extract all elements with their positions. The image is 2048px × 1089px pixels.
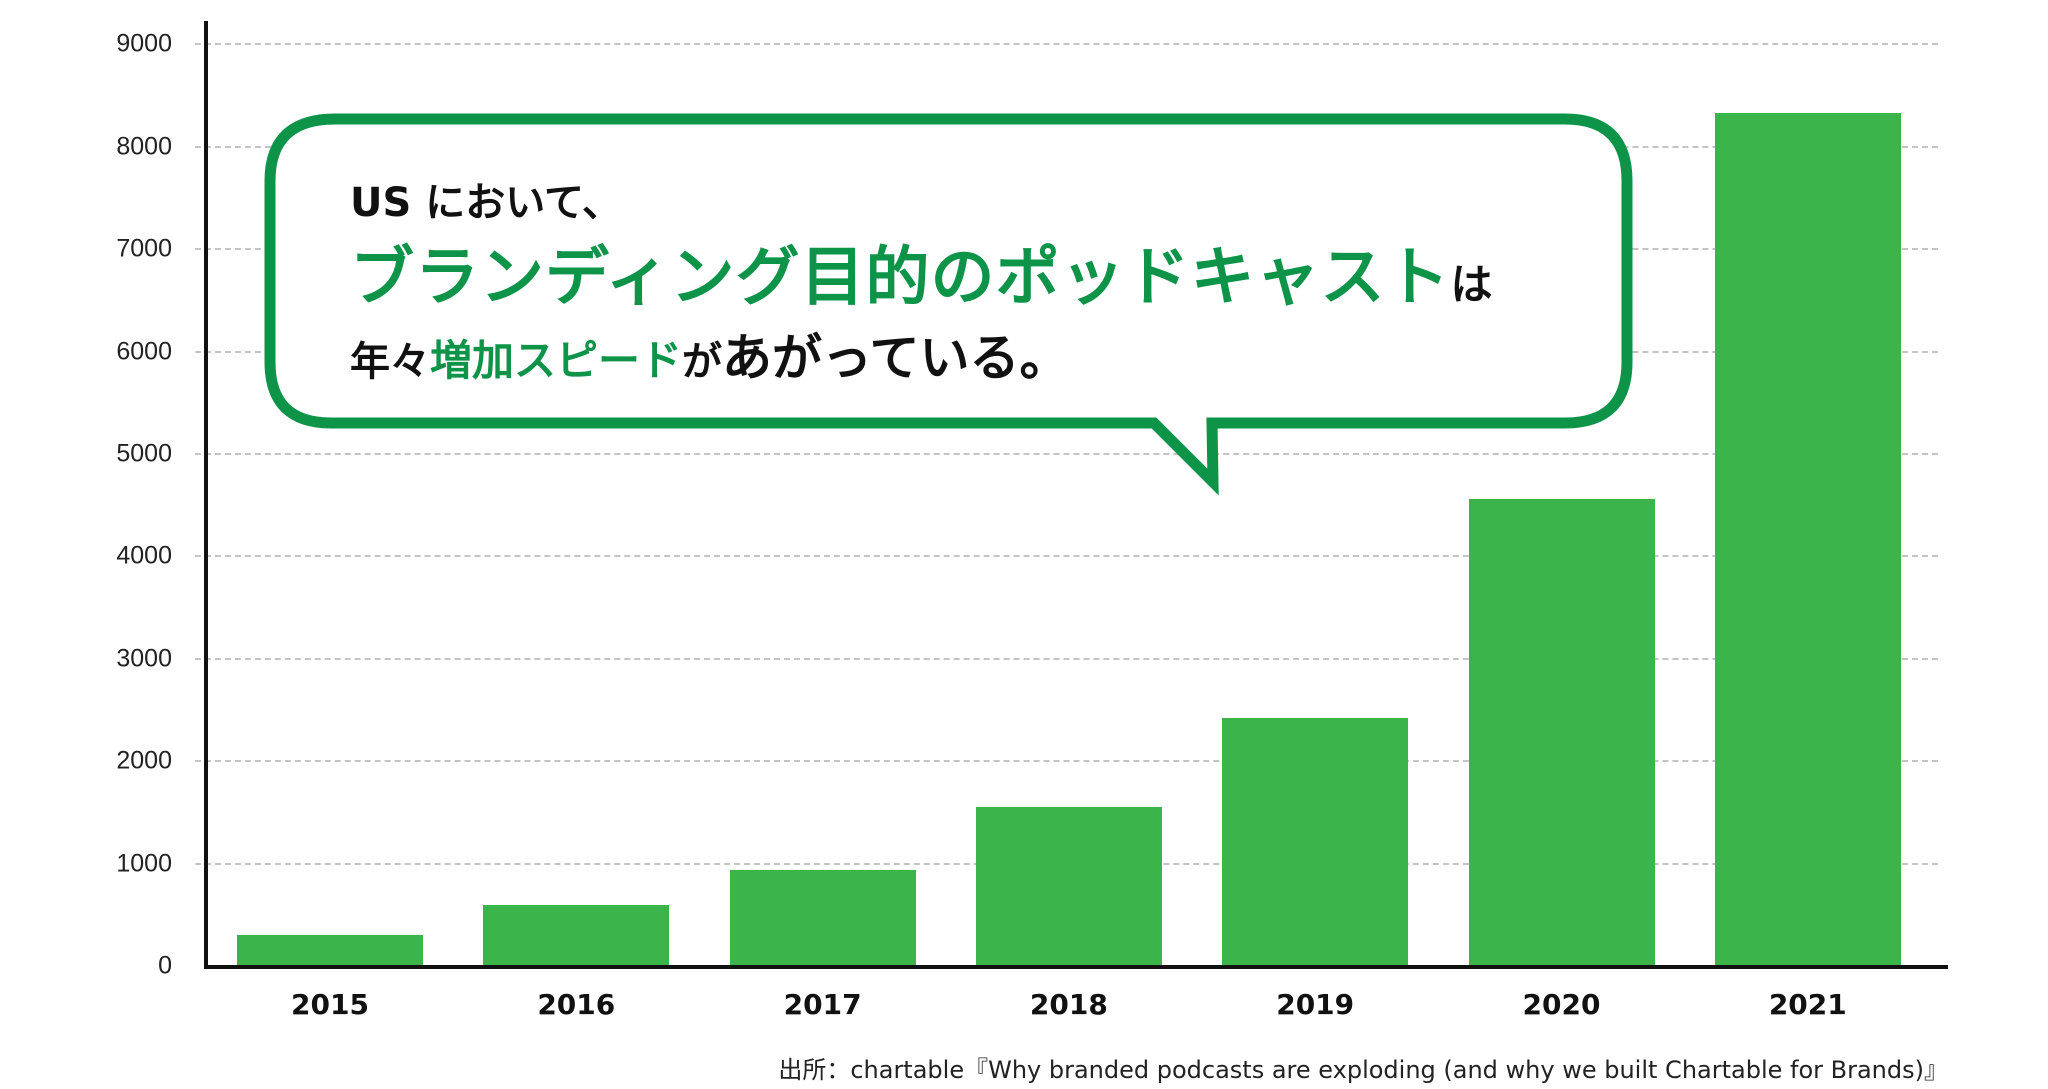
callout-highlight-growth-speed: 増加スピード — [430, 336, 683, 385]
y-tick-label: 5000 — [116, 439, 172, 468]
x-tick-label: 2018 — [1029, 988, 1108, 1021]
x-tick-label: 2019 — [1276, 988, 1355, 1021]
x-axis-line — [204, 965, 1948, 969]
callout-particle: は — [1450, 260, 1494, 309]
bar-2021 — [1714, 113, 1901, 966]
bar-2018 — [975, 807, 1162, 966]
y-tick-label: 3000 — [116, 644, 172, 673]
callout-particle-ga: が — [682, 339, 723, 385]
bar-2020 — [1468, 499, 1655, 966]
x-tick-label: 2021 — [1768, 988, 1847, 1021]
callout-line-2: ブランディング目的のポッドキャストは — [350, 226, 1494, 318]
bar-2019 — [1222, 718, 1409, 966]
y-tick-label: 2000 — [116, 746, 172, 775]
gridline — [195, 760, 1938, 763]
x-tick-label: 2015 — [291, 988, 369, 1021]
callout-line-3: 年々増加スピードがあがっている。 — [350, 318, 1070, 390]
source-note: 出所：chartable『Why branded podcasts are ex… — [778, 1056, 1948, 1084]
y-tick-label: 7000 — [116, 234, 172, 263]
gridline — [195, 453, 1938, 455]
y-axis-line — [204, 21, 208, 969]
y-tick-label: 6000 — [116, 337, 172, 366]
callout-line-1: US において、 — [350, 180, 623, 226]
y-tick-label: 8000 — [116, 132, 172, 161]
gridline — [195, 555, 1938, 558]
y-tick-label: 0 — [158, 951, 172, 980]
callout-rising: あがっている。 — [722, 329, 1070, 387]
y-tick-label: 4000 — [116, 541, 172, 570]
x-tick-label: 2020 — [1522, 988, 1601, 1021]
x-tick-label: 2016 — [537, 988, 616, 1021]
bar-2016 — [483, 904, 670, 966]
gridline — [195, 657, 1938, 660]
x-tick-label: 2017 — [783, 988, 862, 1021]
speech-bubble-outline — [264, 113, 1633, 496]
callout-highlight-branded-podcast: ブランディング目的のポッドキャスト — [350, 241, 1451, 315]
bar-2015 — [237, 935, 423, 966]
callout-yearly: 年々 — [350, 339, 430, 385]
gridline — [195, 43, 1938, 46]
bar-2017 — [729, 869, 916, 966]
y-tick-label: 1000 — [116, 849, 172, 878]
y-tick-label: 9000 — [116, 29, 172, 58]
